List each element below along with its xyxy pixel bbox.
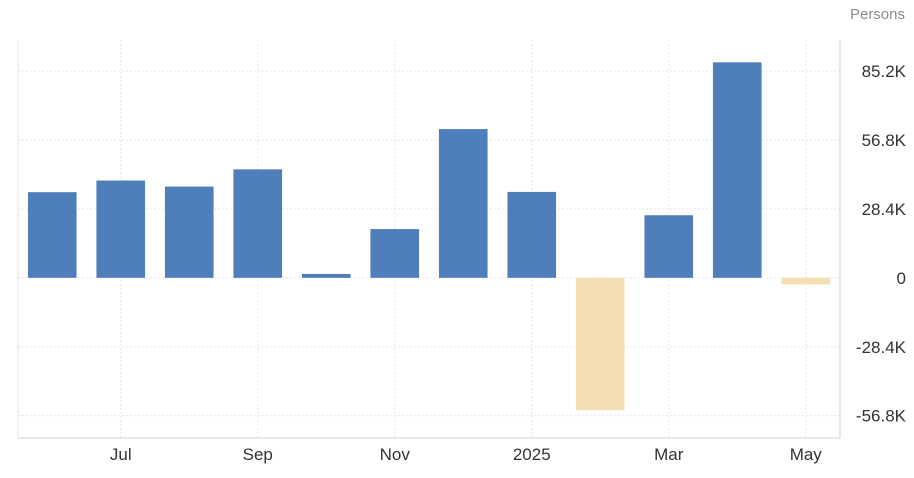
bar-may[interactable] [781,277,831,285]
y-axis-tick-labels: 85.2K 56.8K 28.4K 0 -28.4K -56.8K [856,62,907,426]
y-tick-label: 85.2K [862,62,907,81]
bar-mar[interactable] [644,215,694,278]
bar-jul[interactable] [96,180,146,278]
y-tick-label: 56.8K [862,131,907,150]
bar-dec[interactable] [438,129,488,278]
bar-nov[interactable] [370,229,420,278]
y-tick-label: 0 [897,269,906,288]
x-tick-label: Nov [380,445,411,464]
grid-lines [18,40,840,438]
bar-feb[interactable] [575,277,625,411]
x-tick-label: 2025 [513,445,551,464]
x-axis-tick-labels: Jul Sep Nov 2025 Mar May [110,445,822,464]
y-axis-unit-label: Persons [850,6,905,23]
y-tick-label: -28.4K [856,338,907,357]
axes [17,40,841,439]
x-tick-label: Jul [110,445,132,464]
y-tick-label: -56.8K [856,407,907,426]
bars [27,62,831,411]
bar-oct[interactable] [301,273,351,278]
x-tick-label: May [790,445,823,464]
x-tick-label: Mar [654,445,684,464]
bar-2025[interactable] [507,191,557,278]
bar-aug[interactable] [164,186,214,278]
bar-jun[interactable] [27,192,77,278]
y-tick-label: 28.4K [862,200,907,219]
x-tick-label: Sep [243,445,273,464]
bar-apr[interactable] [712,62,762,278]
bar-sep[interactable] [233,169,283,278]
